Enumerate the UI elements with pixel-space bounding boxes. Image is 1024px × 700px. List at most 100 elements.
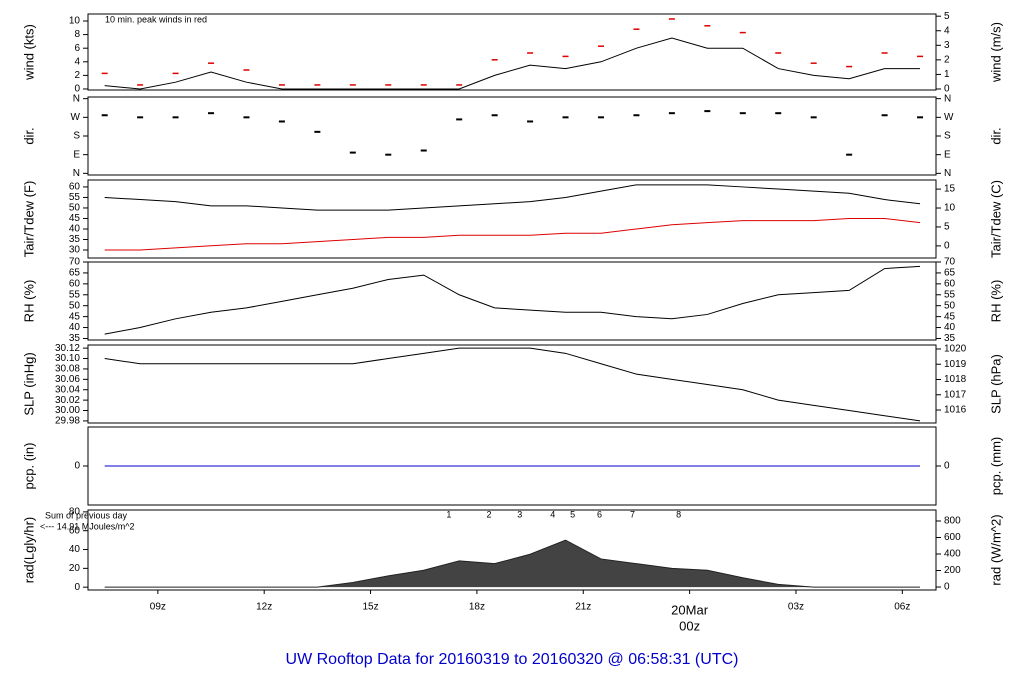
panel-frame (87, 344, 937, 424)
x-tick-label: 03z (788, 602, 804, 613)
x-tick-label: 21z (575, 602, 591, 613)
y-tick-label: 10 (69, 16, 81, 27)
y2-tick-label: 1017 (944, 389, 967, 400)
point (704, 110, 711, 113)
y2-tick-label: 600 (944, 532, 961, 543)
y2-tick-label: 50 (944, 300, 956, 311)
point (562, 116, 569, 119)
peak-mark (597, 45, 604, 47)
series-line (104, 217, 921, 251)
peak-mark (491, 59, 498, 61)
y-tick-label: 30.06 (55, 374, 80, 385)
y-tick-label: W (71, 112, 81, 123)
y-tick-label: 50 (69, 300, 81, 311)
point (137, 116, 144, 119)
y-tick-label: 20 (69, 563, 81, 574)
peak-mark (172, 72, 179, 75)
y2-tick-label: 5 (944, 11, 950, 22)
peak-mark (456, 84, 463, 86)
annotation: <--- 14.91 MJoules/m^2 (40, 521, 135, 531)
y2-axis-label: rad (W/m^2) (988, 514, 1003, 585)
y-tick-label: 30 (69, 245, 81, 256)
marker-label: 8 (676, 509, 681, 519)
peak-mark (810, 62, 817, 64)
y2-tick-label: W (944, 112, 954, 123)
y2-tick-label: 1019 (944, 359, 967, 370)
y2-tick-label: 55 (944, 289, 956, 300)
series-line (104, 37, 921, 90)
y2-tick-label: 35 (944, 333, 956, 344)
y2-axis-label: SLP (hPa) (988, 354, 1003, 414)
marker-label: 5 (570, 509, 575, 519)
point (314, 130, 321, 133)
y2-axis-label: RH (%) (988, 280, 1003, 323)
y-tick-label: 2 (74, 70, 80, 81)
y-tick-label: 0 (74, 84, 80, 95)
peak-mark (846, 65, 853, 68)
y2-tick-label: N (944, 93, 951, 104)
y2-tick-label: 4 (944, 25, 950, 36)
annotation: Sum of previous day (45, 510, 128, 520)
y-tick-label: 30.08 (55, 364, 80, 375)
y2-tick-label: 1 (944, 69, 950, 80)
y-tick-label: N (73, 168, 80, 179)
y2-tick-label: N (944, 168, 951, 179)
peak-mark (881, 52, 888, 54)
peak-mark (385, 84, 392, 86)
panel-frame (87, 96, 937, 176)
y2-axis-label: dir. (988, 127, 1003, 144)
series-line (104, 265, 921, 335)
peak-mark (243, 69, 250, 71)
y2-tick-label: 1018 (944, 374, 967, 385)
y-tick-label: 60 (69, 525, 81, 536)
peak-mark (527, 52, 534, 54)
y-tick-label: 40 (69, 544, 81, 555)
y-tick-label: 30.12 (55, 343, 80, 354)
y-axis-label: SLP (inHg) (21, 352, 36, 415)
marker-label: 3 (517, 509, 522, 519)
point (846, 153, 853, 156)
y2-tick-label: 3 (944, 40, 950, 51)
point (172, 116, 179, 119)
peak-mark (917, 55, 924, 58)
panel-frame (87, 13, 937, 91)
y2-tick-label: 1020 (944, 344, 967, 355)
y-tick-label: 6 (74, 43, 80, 54)
y-tick-label: 35 (69, 333, 81, 344)
y2-tick-label: 1016 (944, 405, 967, 416)
y2-tick-label: 70 (944, 257, 956, 268)
y-tick-label: E (73, 149, 80, 160)
y2-tick-label: 0 (944, 84, 950, 95)
y2-tick-label: 0 (944, 241, 950, 252)
point (349, 151, 356, 154)
point (243, 116, 250, 119)
y2-tick-label: 15 (944, 184, 956, 195)
peak-mark (420, 84, 427, 86)
peak-mark (739, 31, 746, 34)
page-title: UW Rooftop Data for 20160319 to 20160320… (286, 651, 739, 668)
y-tick-label: S (73, 131, 80, 142)
point (101, 114, 108, 117)
y2-tick-label: 60 (944, 278, 956, 289)
y-tick-label: 50 (69, 203, 81, 214)
peak-mark (775, 52, 782, 54)
peak-mark (278, 84, 285, 86)
peak-mark (208, 62, 215, 64)
y-tick-label: 60 (69, 278, 81, 289)
point (739, 112, 746, 115)
point (668, 112, 675, 115)
point (775, 112, 782, 115)
y2-tick-label: S (944, 131, 951, 142)
marker-label: 6 (597, 509, 602, 519)
y2-axis-label: wind (m/s) (988, 22, 1003, 83)
y-axis-label: dir. (21, 127, 36, 144)
y-tick-label: 4 (74, 56, 80, 67)
peak-mark (137, 84, 144, 86)
y2-tick-label: 65 (944, 268, 956, 279)
peak-mark (704, 25, 711, 27)
y-tick-label: 55 (69, 289, 81, 300)
point (420, 149, 427, 152)
series-line (104, 184, 921, 211)
y-tick-label: 0 (74, 582, 80, 593)
point (633, 114, 640, 117)
